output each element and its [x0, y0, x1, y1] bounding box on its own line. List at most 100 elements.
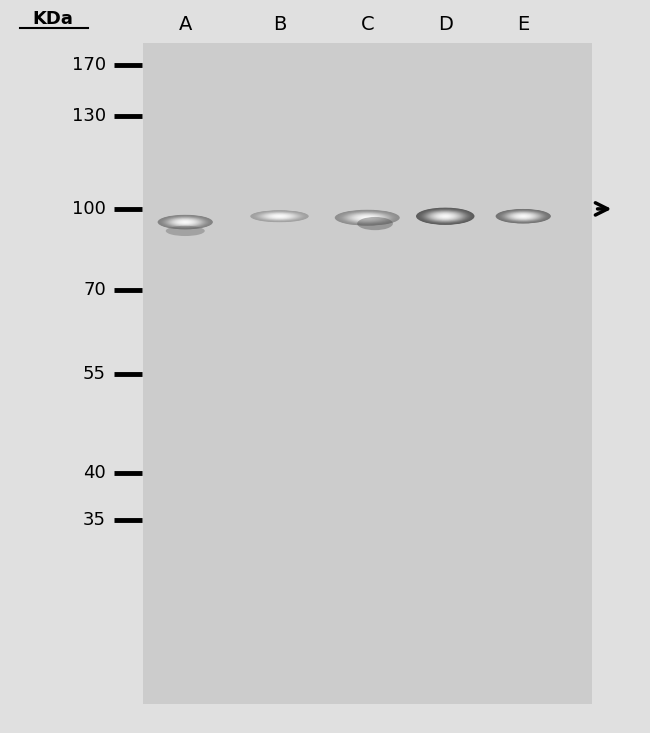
Ellipse shape — [357, 217, 393, 230]
Ellipse shape — [423, 210, 468, 223]
Ellipse shape — [421, 209, 470, 224]
Ellipse shape — [429, 211, 461, 221]
Ellipse shape — [433, 213, 458, 220]
Bar — [143, 43, 592, 704]
Ellipse shape — [436, 213, 455, 219]
Ellipse shape — [165, 217, 205, 227]
Ellipse shape — [256, 212, 303, 221]
Ellipse shape — [337, 210, 398, 225]
Ellipse shape — [183, 221, 187, 223]
Ellipse shape — [507, 212, 540, 221]
Ellipse shape — [356, 215, 379, 221]
Ellipse shape — [505, 211, 541, 221]
Ellipse shape — [161, 216, 209, 229]
Ellipse shape — [361, 216, 374, 219]
Ellipse shape — [430, 212, 461, 221]
Text: B: B — [273, 15, 286, 34]
Ellipse shape — [508, 212, 539, 221]
Ellipse shape — [350, 213, 385, 222]
Ellipse shape — [439, 214, 452, 218]
Ellipse shape — [502, 210, 545, 222]
Ellipse shape — [352, 214, 382, 221]
Ellipse shape — [513, 213, 534, 219]
Ellipse shape — [338, 210, 396, 225]
Ellipse shape — [170, 218, 201, 226]
Ellipse shape — [340, 211, 395, 224]
Text: E: E — [517, 15, 529, 34]
Ellipse shape — [346, 213, 388, 223]
Text: 55: 55 — [83, 365, 106, 383]
Ellipse shape — [497, 209, 550, 224]
Ellipse shape — [178, 220, 192, 224]
Ellipse shape — [354, 215, 380, 221]
Ellipse shape — [276, 216, 283, 217]
Ellipse shape — [356, 215, 378, 221]
Ellipse shape — [258, 212, 301, 221]
Ellipse shape — [349, 213, 385, 222]
Ellipse shape — [260, 213, 299, 220]
Ellipse shape — [427, 211, 464, 221]
Ellipse shape — [250, 210, 309, 222]
Ellipse shape — [174, 219, 197, 225]
Ellipse shape — [441, 215, 450, 218]
Ellipse shape — [272, 215, 287, 218]
Ellipse shape — [519, 216, 527, 217]
Ellipse shape — [266, 213, 292, 219]
Ellipse shape — [495, 209, 551, 224]
Ellipse shape — [257, 212, 302, 221]
Ellipse shape — [493, 204, 554, 228]
Ellipse shape — [515, 214, 532, 218]
Ellipse shape — [176, 220, 194, 224]
Text: A: A — [179, 15, 192, 34]
Ellipse shape — [266, 213, 293, 219]
Ellipse shape — [164, 216, 207, 228]
Ellipse shape — [521, 216, 526, 217]
Ellipse shape — [365, 217, 369, 218]
Ellipse shape — [181, 221, 189, 223]
Text: 35: 35 — [83, 512, 106, 529]
Ellipse shape — [274, 216, 285, 217]
Text: 100: 100 — [72, 200, 106, 218]
Ellipse shape — [363, 217, 372, 218]
Ellipse shape — [510, 213, 537, 220]
Ellipse shape — [162, 216, 208, 228]
Ellipse shape — [179, 221, 192, 224]
Ellipse shape — [264, 213, 295, 219]
Ellipse shape — [501, 210, 545, 222]
Ellipse shape — [273, 215, 286, 218]
Ellipse shape — [500, 210, 546, 222]
Ellipse shape — [253, 211, 306, 221]
Ellipse shape — [175, 219, 196, 225]
Ellipse shape — [271, 215, 288, 218]
Ellipse shape — [255, 211, 304, 221]
Ellipse shape — [420, 209, 471, 224]
Ellipse shape — [416, 207, 474, 225]
Ellipse shape — [510, 213, 536, 220]
Ellipse shape — [432, 213, 459, 220]
Ellipse shape — [358, 216, 377, 220]
Ellipse shape — [270, 214, 289, 218]
Ellipse shape — [155, 210, 216, 234]
Ellipse shape — [443, 216, 448, 217]
Ellipse shape — [519, 215, 528, 218]
Ellipse shape — [332, 205, 403, 231]
Ellipse shape — [435, 213, 456, 219]
Ellipse shape — [506, 212, 541, 221]
Ellipse shape — [172, 218, 198, 226]
Ellipse shape — [181, 221, 190, 224]
Ellipse shape — [161, 216, 210, 229]
Ellipse shape — [167, 217, 203, 227]
Ellipse shape — [269, 214, 290, 218]
Ellipse shape — [434, 213, 457, 220]
Ellipse shape — [512, 213, 534, 219]
Ellipse shape — [364, 217, 370, 218]
Ellipse shape — [504, 211, 543, 221]
Ellipse shape — [517, 215, 530, 218]
Ellipse shape — [362, 216, 372, 219]
Ellipse shape — [259, 212, 300, 221]
Ellipse shape — [157, 215, 213, 229]
Ellipse shape — [263, 213, 296, 220]
Ellipse shape — [517, 215, 529, 218]
Ellipse shape — [359, 216, 376, 220]
Ellipse shape — [351, 214, 383, 221]
